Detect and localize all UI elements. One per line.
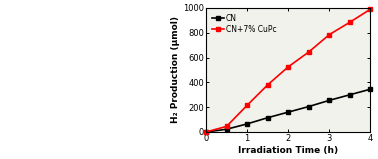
CN [368,88,373,90]
CN [204,131,208,133]
CN+7% CuPc [327,34,332,36]
CN+7% CuPc [265,84,270,86]
CN [348,94,352,96]
Line: CN: CN [204,87,373,134]
CN+7% CuPc [286,66,291,68]
CN+7% CuPc [224,125,229,127]
Legend: CN, CN+7% CuPc: CN, CN+7% CuPc [210,12,279,36]
CN+7% CuPc [348,21,352,23]
CN [245,123,249,125]
CN [307,106,311,107]
X-axis label: Irradiation Time (h): Irradiation Time (h) [238,146,338,155]
CN [327,99,332,101]
CN [265,117,270,119]
CN+7% CuPc [245,104,249,106]
Y-axis label: H₂ Production (μmol): H₂ Production (μmol) [171,17,180,123]
Line: CN+7% CuPc: CN+7% CuPc [204,7,373,134]
CN [224,128,229,130]
CN [286,111,291,113]
CN+7% CuPc [204,131,208,133]
CN+7% CuPc [307,51,311,53]
CN+7% CuPc [368,8,373,10]
